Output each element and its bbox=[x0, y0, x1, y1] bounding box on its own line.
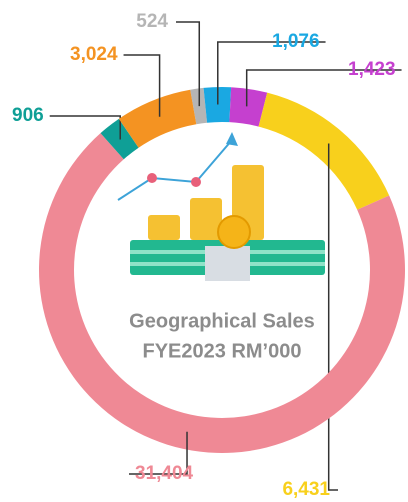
donut-segment bbox=[118, 89, 197, 148]
leader-line bbox=[245, 69, 402, 107]
value-label: 3,024 bbox=[70, 44, 118, 65]
value-label: 31,404 bbox=[135, 463, 194, 484]
value-label: 1,076 bbox=[272, 31, 320, 52]
donut-segment bbox=[203, 87, 232, 123]
donut-segment bbox=[190, 87, 208, 125]
chart-title: Geographical Sales bbox=[129, 310, 315, 332]
leader-line bbox=[123, 54, 161, 117]
illustration bbox=[117, 132, 325, 281]
value-label: 6,431 bbox=[282, 479, 330, 500]
value-label: 906 bbox=[12, 105, 44, 126]
leader-line bbox=[327, 143, 338, 491]
leader-line bbox=[217, 41, 326, 105]
value-label: 1,423 bbox=[348, 59, 396, 80]
donut-segment bbox=[258, 92, 390, 210]
leader-line bbox=[49, 115, 121, 140]
chart-subtitle: FYE2023 RM’000 bbox=[143, 340, 302, 362]
value-label: 524 bbox=[136, 11, 168, 32]
donut-segment bbox=[229, 87, 268, 127]
leader-line bbox=[129, 431, 188, 475]
leader-line bbox=[176, 21, 201, 107]
donut-segment bbox=[39, 133, 406, 453]
